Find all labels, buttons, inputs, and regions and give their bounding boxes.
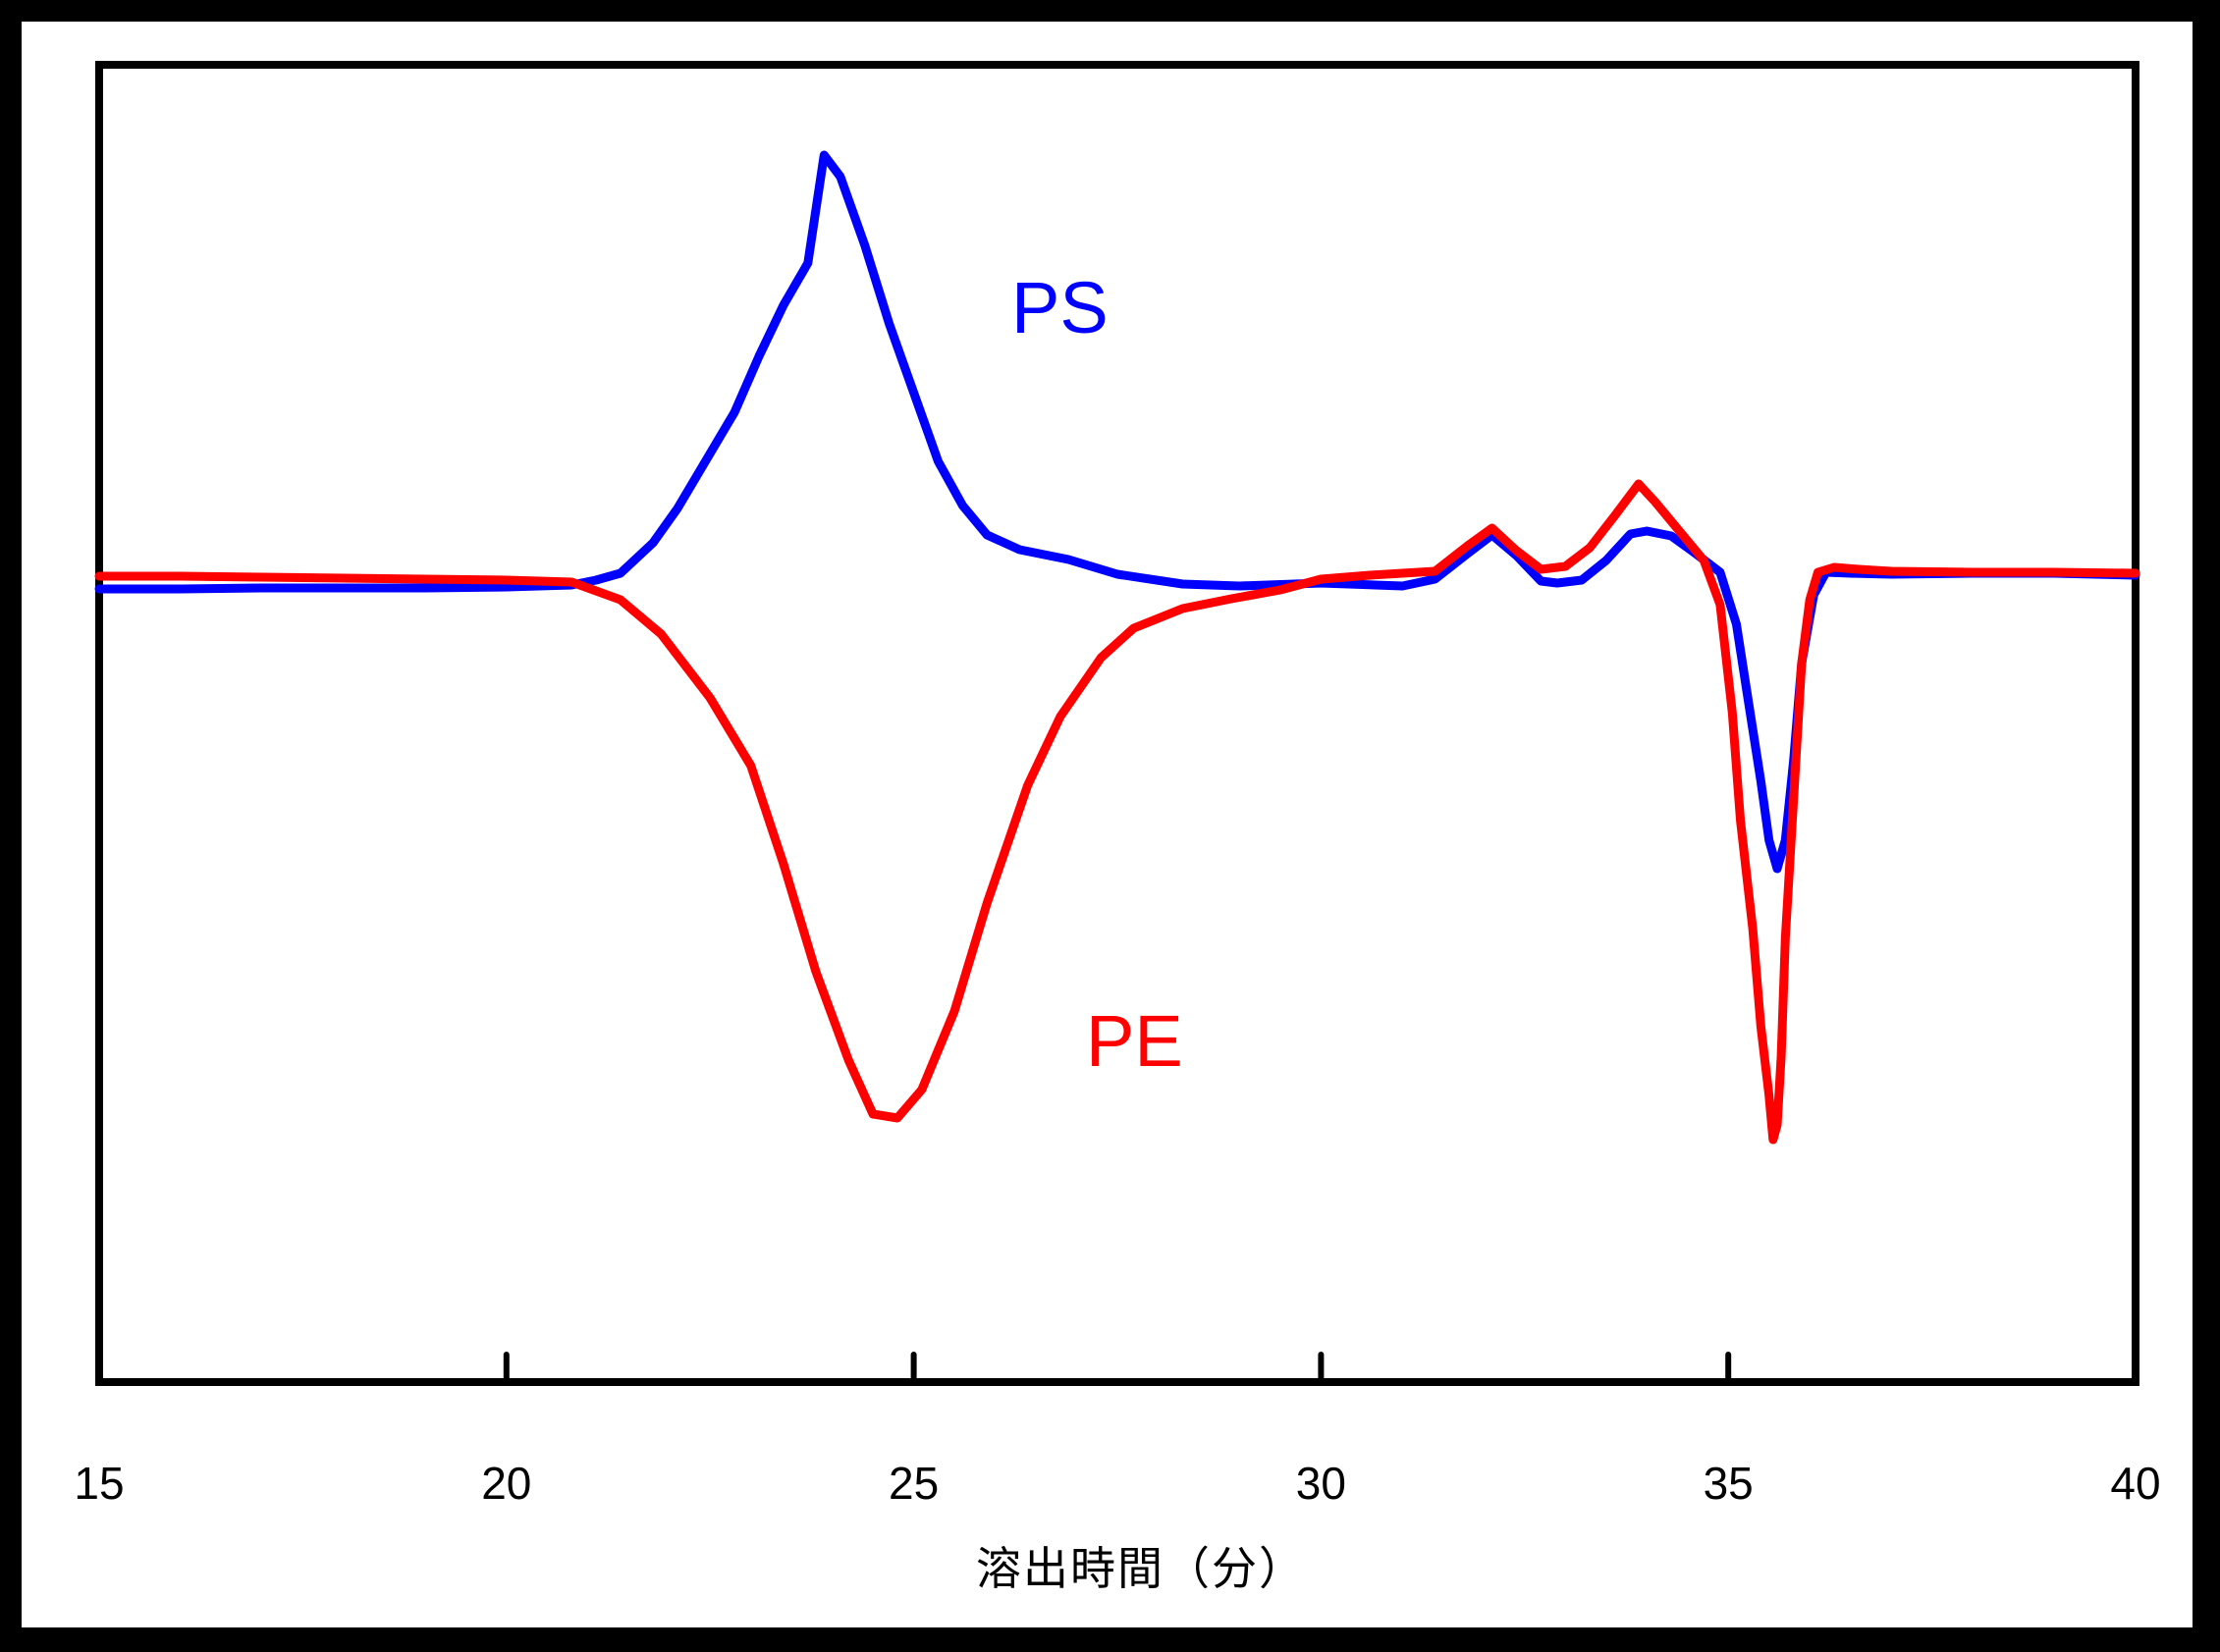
x-tick-label: 30 [1295, 1458, 1346, 1509]
data-series [94, 150, 2140, 1145]
plot-frame [95, 61, 2139, 1386]
series-label-pe: PE [1086, 1000, 1183, 1082]
x-tick-label: 20 [481, 1458, 532, 1509]
x-tick-label: 35 [1703, 1458, 1754, 1509]
series-line-pe [94, 479, 2140, 1145]
x-tick-label: 25 [889, 1458, 940, 1509]
series-line-ps [94, 150, 2140, 874]
x-axis-ticks [503, 1352, 1732, 1385]
chart-canvas: 15 20 25 30 35 40 溶出時間（分） PS PE [22, 22, 2193, 1627]
x-tick-label: 15 [74, 1458, 125, 1509]
x-tick-label: 40 [2110, 1458, 2161, 1509]
x-axis-title: 溶出時間（分） [976, 1542, 1306, 1595]
series-label-ps: PS [1011, 267, 1109, 348]
chart-plot-area [94, 61, 2140, 1386]
